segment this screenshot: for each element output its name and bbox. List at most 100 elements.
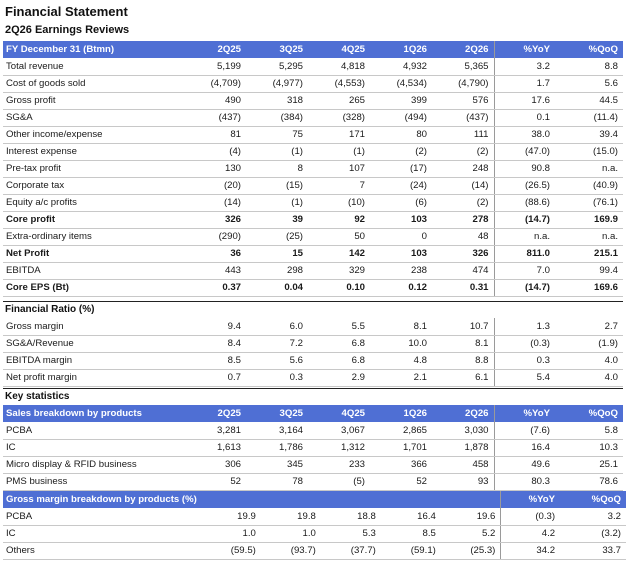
cell-value: 0.12 [370, 279, 432, 297]
cell-value: 8.5 [184, 352, 246, 370]
cell-value: 19.9 [200, 508, 261, 526]
table-row: Corporate tax (20) (15) 7 (24) (14) (26.5) (40.… [3, 177, 623, 195]
column-header: %YoY [493, 41, 555, 58]
cell-value: 48 [432, 228, 494, 246]
cell-value: 0.3 [246, 369, 308, 387]
table-row: Interest expense (4) (1) (1) (2) (2) (47.0) (15… [3, 143, 623, 161]
column-header: 4Q25 [308, 405, 370, 422]
cell-value: 52 [370, 473, 432, 491]
table-row: Pre-tax profit 130 8 107 (17) 248 90.8 n.a. [3, 160, 623, 178]
column-header [260, 491, 321, 508]
table-row: IC 1,613 1,786 1,312 1,701 1,878 16.4 10.3 [3, 439, 623, 457]
cell-value: 5.4 [493, 369, 555, 387]
cell-value: 811.0 [493, 245, 555, 263]
table-row: PCBA 19.9 19.8 18.8 16.4 19.6 (0.3) 3.2 [3, 508, 626, 526]
cell-value: 171 [308, 126, 370, 144]
cell-value: 399 [370, 92, 432, 110]
cell-value: 1,878 [432, 439, 494, 457]
cell-value: 6.8 [308, 335, 370, 353]
table-row: Extra-ordinary items (290) (25) 50 0 48 n.a. n.… [3, 228, 623, 246]
cell-value: (14) [432, 177, 494, 195]
table-row: PCBA 3,281 3,164 3,067 2,865 3,030 (7.6) 5.8 [3, 422, 623, 440]
row-label: Net profit margin [3, 369, 184, 387]
column-header [440, 491, 501, 508]
cell-value: 3.2 [493, 58, 555, 76]
cell-value: 345 [246, 456, 308, 474]
cell-value: 0.31 [432, 279, 494, 297]
table-row: Other income/expense 81 75 171 80 111 38.0 39.4 [3, 126, 623, 144]
cell-value: n.a. [555, 228, 623, 246]
table-row: Net Profit 36 15 142 103 326 811.0 215.1 [3, 245, 623, 263]
row-label: Core profit [3, 211, 184, 229]
table-row: Cost of goods sold (4,709) (4,977) (4,553)(… [3, 75, 623, 93]
income-statement-table: FY December 31 (Btmn) 2Q25 3Q25 4Q25 1Q26 2Q2… [3, 41, 623, 297]
cell-value: (15) [246, 177, 308, 195]
cell-value: (26.5) [493, 177, 555, 195]
cell-value: (4,534) [370, 75, 432, 93]
key-stats-divider [3, 388, 623, 389]
column-header: 2Q26 [432, 405, 494, 422]
cell-value: 169.6 [555, 279, 623, 297]
gross-margin-breakdown-table: Gross margin breakdown by products (%) %Y… [3, 491, 626, 560]
page-subtitle: 2Q26 Earnings Reviews [5, 24, 130, 36]
row-label: Equity a/c profits [3, 194, 184, 212]
cell-value: (290) [184, 228, 246, 246]
row-label: PMS business [3, 473, 184, 491]
cell-value: 5.5 [308, 318, 370, 336]
cell-value: 90.8 [493, 160, 555, 178]
cell-value: (14) [184, 194, 246, 212]
cell-value: (25.3) [440, 542, 501, 560]
cell-value: 298 [246, 262, 308, 280]
cell-value: (2) [432, 143, 494, 161]
cell-value: 103 [370, 211, 432, 229]
cell-value: 130 [184, 160, 246, 178]
cell-value: 0.10 [308, 279, 370, 297]
table-row: EBITDA 443 298 329 238 474 7.0 99.4 [3, 262, 623, 280]
cell-value: 78 [246, 473, 308, 491]
cell-value: 1,312 [308, 439, 370, 457]
row-label: Gross profit [3, 92, 184, 110]
cell-value: 169.9 [555, 211, 623, 229]
cell-value: 5,199 [184, 58, 246, 76]
row-label: SG&A [3, 109, 184, 127]
cell-value: (0.3) [500, 508, 561, 526]
cell-value: 50 [308, 228, 370, 246]
cell-value: 1.3 [493, 318, 555, 336]
cell-value: 329 [308, 262, 370, 280]
table-row: Gross profit 490 318 265 399 576 17.6 44.5 [3, 92, 623, 110]
cell-value: 49.6 [493, 456, 555, 474]
cell-value: 39 [246, 211, 308, 229]
cell-value: 6.0 [246, 318, 308, 336]
cell-value: 1,701 [370, 439, 432, 457]
financial-ratio-title: Financial Ratio (%) [5, 304, 95, 315]
column-header: %QoQ [555, 405, 623, 422]
row-label: Core EPS (Bt) [3, 279, 184, 297]
column-header [320, 491, 381, 508]
row-label: Others [3, 542, 201, 560]
cell-value: 443 [184, 262, 246, 280]
row-label: Corporate tax [3, 177, 184, 195]
cell-value: 80 [370, 126, 432, 144]
cell-value: 2.7 [555, 318, 623, 336]
column-header: 1Q26 [370, 405, 432, 422]
row-label: IC [3, 525, 201, 543]
cell-value: 7 [308, 177, 370, 195]
key-statistics-title: Key statistics [5, 391, 70, 402]
cell-value: 75 [246, 126, 308, 144]
table-header-row: Gross margin breakdown by products (%) %Y… [3, 491, 626, 508]
column-header: 2Q25 [184, 41, 246, 58]
column-header: 2Q26 [432, 41, 494, 58]
table-row: Equity a/c profits (14) (1) (10) (6) (2) (88.6… [3, 194, 623, 212]
cell-value: (5) [308, 473, 370, 491]
row-label: SG&A/Revenue [3, 335, 184, 353]
cell-value: (11.4) [555, 109, 623, 127]
cell-value: 0 [370, 228, 432, 246]
cell-value: (20) [184, 177, 246, 195]
table-row: SG&A (437) (384) (328) (494) (437) 0.1 (11.4) [3, 109, 623, 127]
cell-value: 265 [308, 92, 370, 110]
row-label: EBITDA [3, 262, 184, 280]
cell-value: (59.5) [200, 542, 261, 560]
row-label: Net Profit [3, 245, 184, 263]
cell-value: 4,818 [308, 58, 370, 76]
cell-value: (37.7) [320, 542, 381, 560]
